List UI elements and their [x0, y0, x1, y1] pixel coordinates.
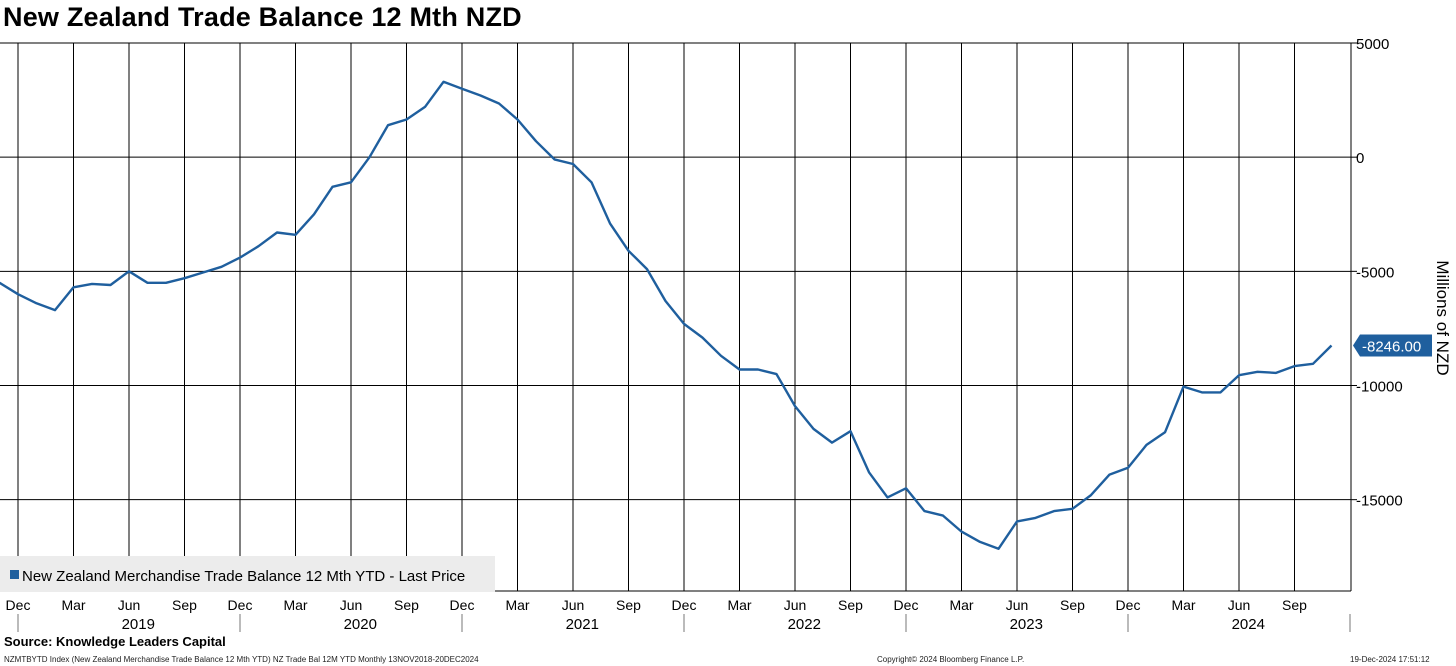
source-note: Source: Knowledge Leaders Capital: [4, 634, 226, 649]
x-tick-label: Sep: [1282, 597, 1307, 613]
x-tick-label: Mar: [505, 597, 529, 613]
x-tick-label: Dec: [672, 597, 697, 613]
x-year-label: 2023: [1010, 616, 1043, 633]
horizontal-gridlines: [0, 42, 1351, 501]
x-year-label: 2020: [344, 616, 377, 633]
x-year-label: 2022: [788, 616, 821, 633]
x-tick-label: Mar: [727, 597, 751, 613]
y-axis: 5000 0 -5000 -10000 -15000: [1351, 36, 1403, 510]
x-tick-label: Sep: [1060, 597, 1085, 613]
timestamp: 19-Dec-2024 17:51:12: [1350, 655, 1430, 664]
legend-swatch: [10, 570, 19, 579]
x-axis: Dec Mar Jun Sep Dec Mar Jun Sep Dec Mar Jun Sep Dec M…: [6, 597, 1351, 633]
y-tick-label: -5000: [1356, 264, 1394, 281]
x-year-label: 2019: [122, 616, 155, 633]
x-tick-label: Jun: [1228, 597, 1251, 613]
x-tick-label: Sep: [172, 597, 197, 613]
x-tick-label: Jun: [118, 597, 141, 613]
x-tick-label: Mar: [283, 597, 307, 613]
x-year-label: 2024: [1232, 616, 1265, 633]
legend-box: [0, 556, 495, 592]
last-value-badge: -8246.00: [1353, 334, 1432, 357]
x-year-label: 2021: [566, 616, 599, 633]
y-tick-label: 5000: [1356, 36, 1389, 53]
x-tick-label: Jun: [562, 597, 585, 613]
x-tick-label: Sep: [616, 597, 641, 613]
y-tick-label: 0: [1356, 150, 1364, 167]
x-tick-label: Jun: [340, 597, 363, 613]
copyright: Copyright© 2024 Bloomberg Finance L.P.: [877, 655, 1025, 664]
x-tick-label: Mar: [61, 597, 85, 613]
last-value-shape: [1353, 334, 1432, 357]
series-group: [0, 80, 1333, 550]
x-tick-label: Dec: [6, 597, 31, 613]
x-tick-label: Dec: [228, 597, 253, 613]
x-tick-label: Mar: [949, 597, 973, 613]
legend-label: New Zealand Merchandise Trade Balance 12…: [22, 568, 465, 585]
x-tick-label: Sep: [394, 597, 419, 613]
x-tick-label: Jun: [784, 597, 807, 613]
x-tick-label: Dec: [894, 597, 919, 613]
last-value-text: -8246.00: [1362, 338, 1421, 355]
x-tick-label: Jun: [1006, 597, 1029, 613]
y-tick-label: -15000: [1356, 493, 1403, 510]
x-tick-label: Dec: [1116, 597, 1141, 613]
x-tick-label: Dec: [450, 597, 475, 613]
legend: New Zealand Merchandise Trade Balance 12…: [0, 556, 495, 592]
x-tick-label: Sep: [838, 597, 863, 613]
vertical-gridlines: [17, 43, 1295, 591]
plot-frame: [0, 42, 1352, 592]
y-tick-label: -10000: [1356, 379, 1403, 396]
y-axis-label: Millions of NZD: [1433, 260, 1452, 375]
series-line: [0, 80, 1333, 550]
x-tick-label: Mar: [1171, 597, 1195, 613]
page-title: New Zealand Trade Balance 12 Mth NZD: [3, 2, 522, 32]
ticker-description: NZMTBYTD Index (New Zealand Merchandise …: [4, 655, 479, 664]
